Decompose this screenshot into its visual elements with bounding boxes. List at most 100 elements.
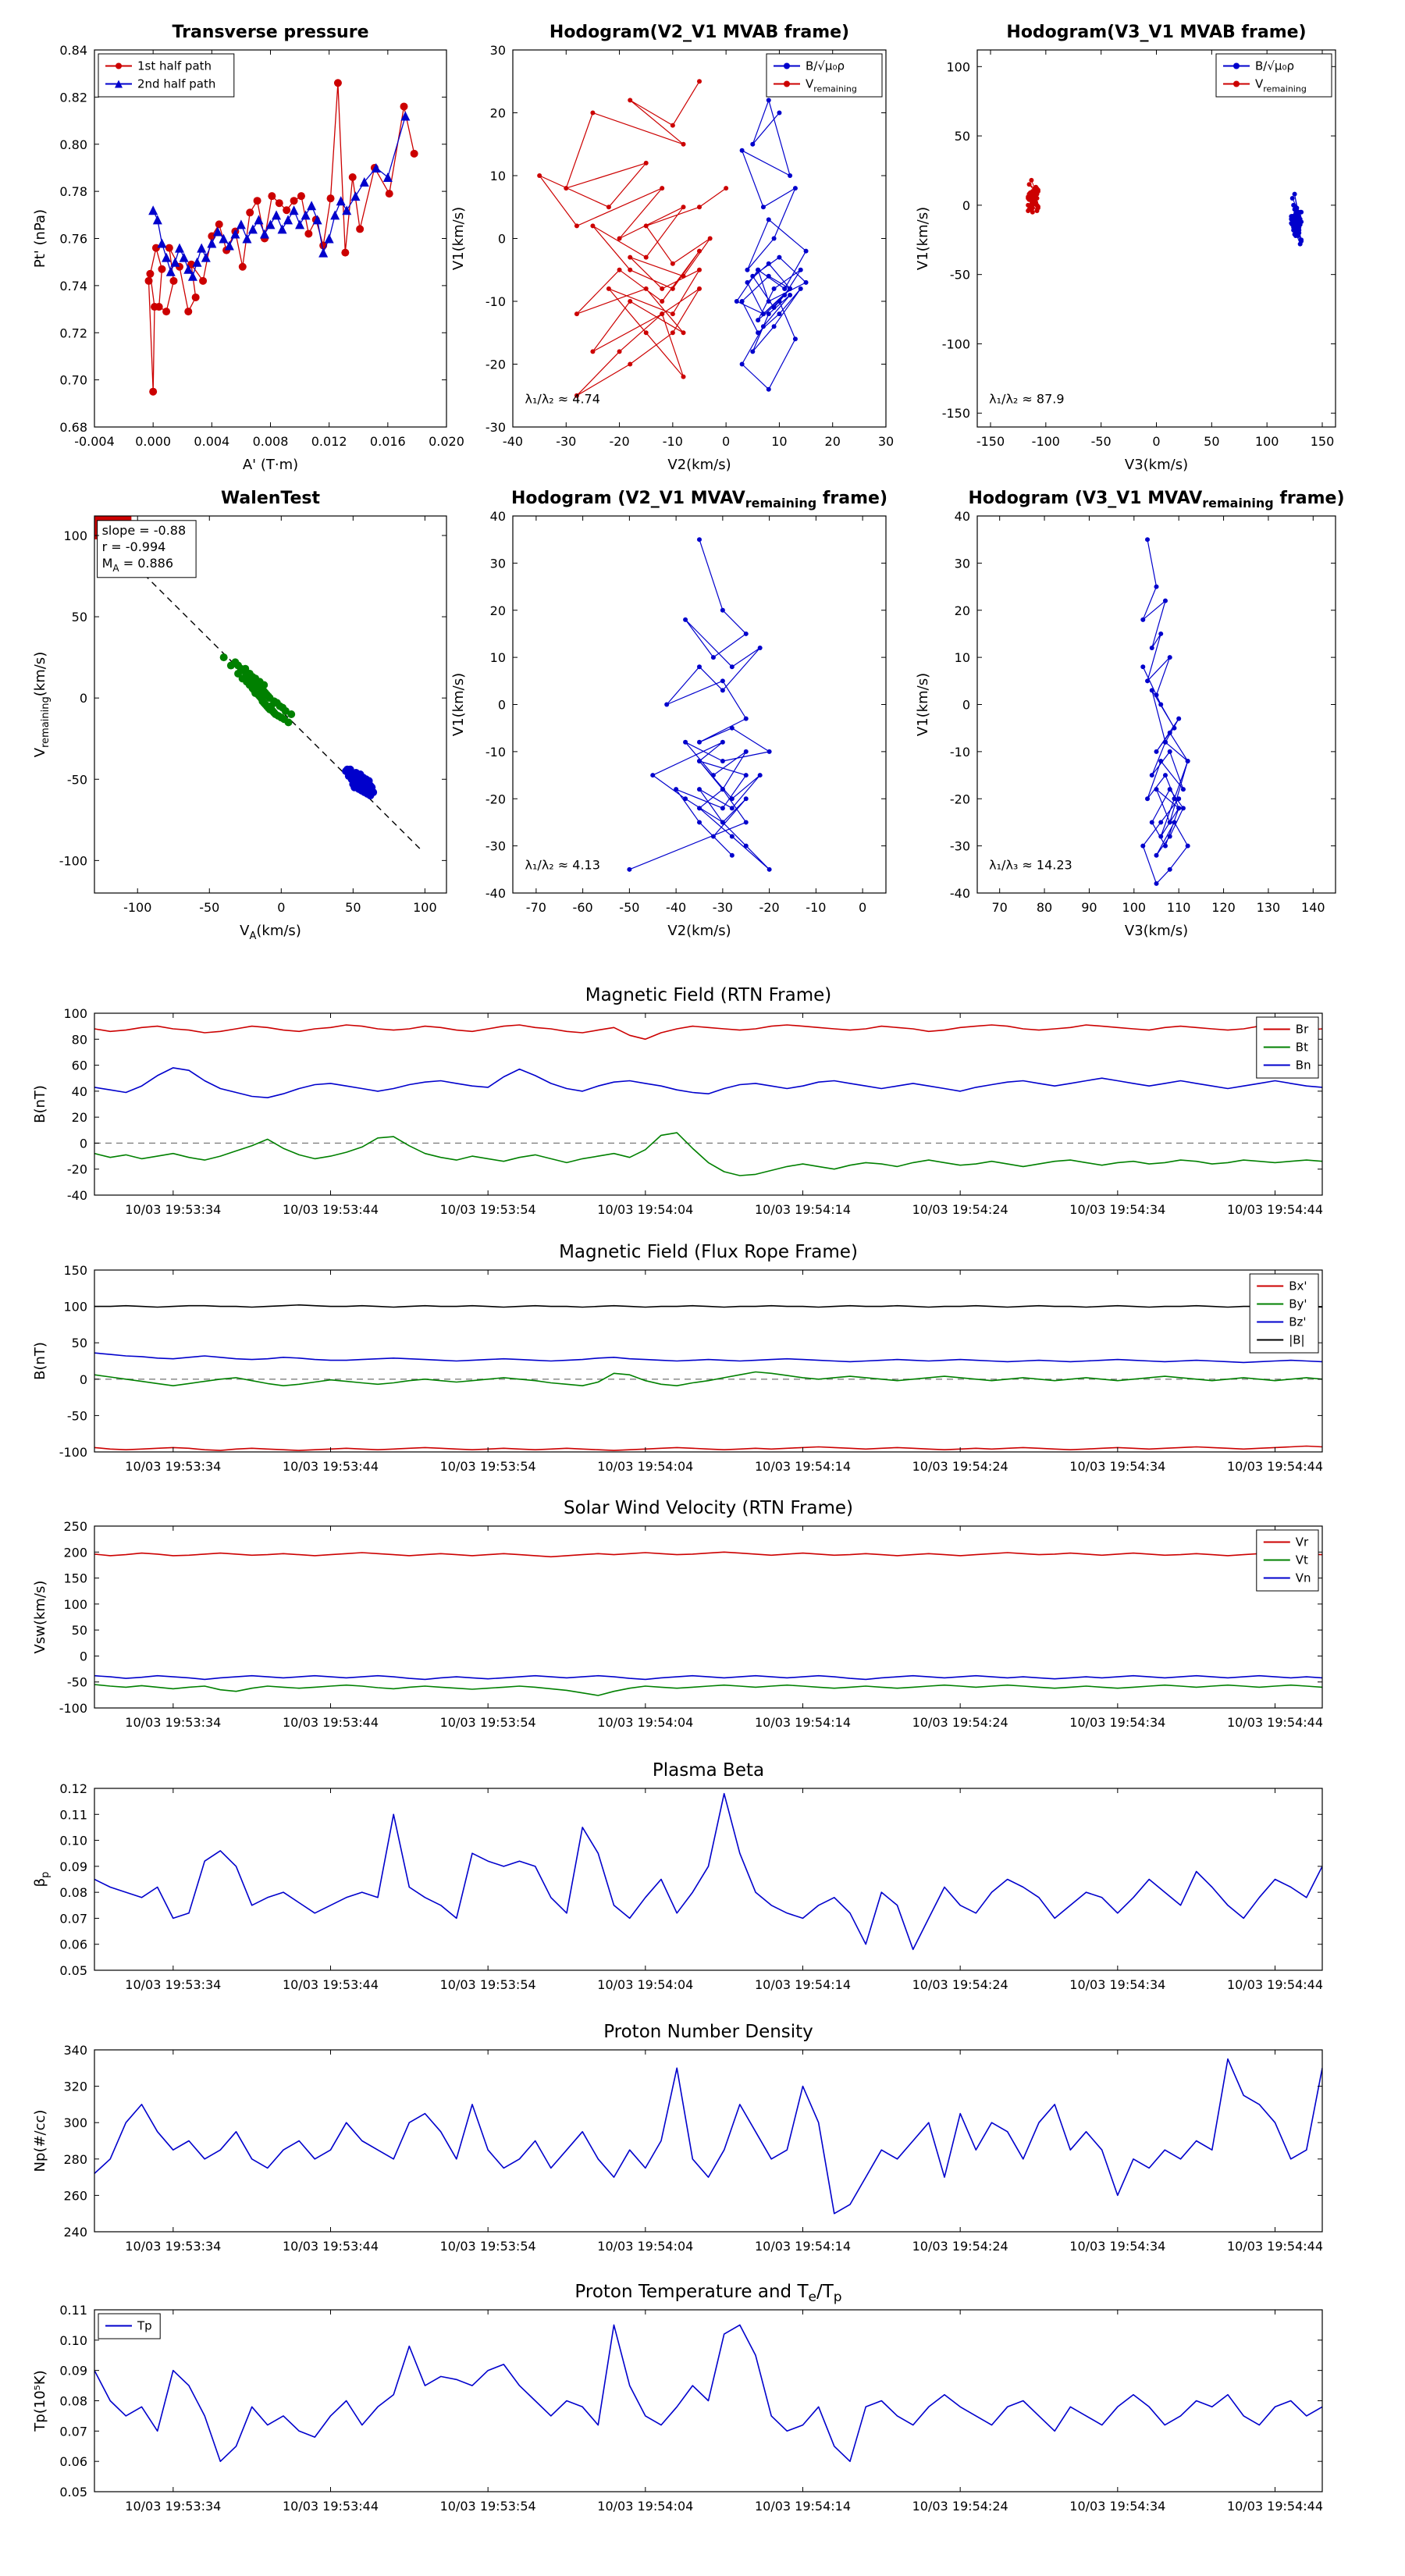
y-tick-label: 50: [72, 1623, 87, 1638]
data-point-marker: [236, 219, 246, 229]
chart-mag_fr: 10/03 19:53:34 10/03 19:53:44 10/03 19:53:…: [32, 1242, 1323, 1474]
series--b-: [94, 1304, 1322, 1308]
x-tick-label: 10/03 19:53:54: [440, 2499, 536, 2514]
y-tick-label: -150: [942, 406, 970, 421]
data-point-marker: [777, 110, 782, 116]
data-point-marker: [757, 773, 763, 778]
data-point-marker: [707, 236, 713, 241]
legend-label: Vremaining: [806, 77, 857, 94]
x-tick-label: 110: [1167, 900, 1191, 915]
data-point-marker: [165, 266, 176, 276]
y-tick-label: 0: [80, 1136, 87, 1151]
data-point-marker: [720, 607, 725, 613]
data-point-marker: [1158, 702, 1164, 707]
y-axis-label: Vsw(km/s): [32, 1581, 48, 1654]
x-tick-label: 10/03 19:54:04: [597, 1977, 693, 1992]
x-tick-label: 100: [413, 900, 437, 915]
data-point-marker: [664, 702, 670, 707]
data-point-marker: [1233, 80, 1240, 87]
y-tick-label: 0: [962, 198, 970, 213]
chart-vsw_rtn: 10/03 19:53:34 10/03 19:53:44 10/03 19:53:…: [32, 1498, 1323, 1730]
chart-title: Transverse pressure: [173, 23, 369, 42]
data-point-marker: [729, 664, 735, 670]
y-tick-label: 100: [946, 59, 970, 74]
data-point-marker: [260, 681, 269, 689]
data-point-marker: [324, 233, 334, 244]
y-tick-label: -10: [486, 294, 506, 309]
data-point-marker: [1149, 773, 1154, 778]
y-tick-label: 0.72: [59, 326, 87, 340]
data-point-marker: [1029, 177, 1034, 183]
series-bt: [94, 1132, 1322, 1176]
y-tick-label: 0.78: [59, 184, 87, 199]
series-vn: [94, 1674, 1322, 1681]
series-beta-p: [94, 1792, 1322, 1951]
data-point-marker: [169, 276, 178, 285]
data-point-marker: [382, 173, 393, 183]
data-point-marker: [290, 197, 298, 205]
y-tick-label: 0.80: [59, 137, 87, 152]
data-point-marker: [342, 205, 352, 215]
x-tick-label: 10/03 19:54:14: [755, 2499, 851, 2514]
legend-box: [766, 53, 883, 98]
data-point-marker: [643, 286, 649, 291]
y-tick-label: 150: [63, 1571, 87, 1586]
data-point-marker: [165, 244, 173, 252]
data-point-marker: [1293, 212, 1298, 218]
legend-label: 2nd half path: [137, 77, 215, 91]
series-2nd-half-path: [148, 111, 411, 281]
data-point-marker: [1176, 796, 1182, 802]
data-point-marker: [350, 191, 361, 201]
data-point-marker: [660, 186, 665, 191]
data-point-marker: [272, 210, 282, 220]
x-axis-label: V2(km/s): [667, 457, 731, 473]
data-point-marker: [782, 286, 788, 291]
x-tick-label: 0: [1152, 434, 1160, 449]
chart-walen_test: slope = -0.88r = -0.994 MA = 0.886 -100 -50…: [32, 489, 447, 942]
y-tick-label: 30: [490, 43, 506, 58]
data-point-marker: [788, 286, 793, 291]
data-point-marker: [697, 739, 702, 745]
legend-label: Bn: [1296, 1059, 1311, 1073]
data-point-marker: [287, 710, 296, 718]
data-point-marker: [1167, 655, 1172, 660]
data-point-marker: [777, 299, 782, 304]
series-line: [94, 1024, 1322, 1041]
data-point-marker: [283, 206, 291, 215]
x-tick-label: 30: [878, 434, 894, 449]
legend: Bx' By' Bz' |B|: [1249, 1273, 1319, 1354]
data-point-marker: [628, 267, 633, 272]
x-tick-label: 10/03 19:53:44: [283, 2499, 379, 2514]
y-tick-label: 0: [962, 698, 970, 713]
data-point-marker: [697, 537, 702, 543]
x-axis-label: V3(km/s): [1125, 923, 1188, 939]
data-point-marker: [238, 262, 247, 271]
y-tick-label: 10: [490, 650, 506, 665]
data-point-marker: [275, 199, 283, 208]
y-tick-label: -50: [67, 1675, 87, 1690]
data-point-marker: [767, 866, 772, 872]
series-line: [94, 1674, 1322, 1681]
x-tick-label: 10/03 19:53:44: [283, 1202, 379, 1217]
y-tick-label: 0.07: [59, 2424, 87, 2439]
y-tick-label: -10: [486, 745, 506, 760]
chart-title: WalenTest: [221, 489, 321, 508]
chart-title: Proton Number Density: [603, 2022, 813, 2042]
data-point-marker: [564, 186, 569, 191]
x-tick-label: 10/03 19:53:34: [125, 2239, 221, 2254]
series-line: [94, 1371, 1322, 1386]
y-tick-label: 0.74: [59, 279, 87, 294]
data-point-marker: [326, 194, 335, 203]
x-tick-label: 10/03 19:54:04: [597, 2499, 693, 2514]
data-point-marker: [1172, 796, 1177, 802]
x-tick-label: 10/03 19:53:34: [125, 1202, 221, 1217]
x-tick-label: 0: [277, 900, 285, 915]
data-point-marker: [617, 349, 622, 354]
data-point-marker: [697, 205, 702, 210]
data-point-marker: [155, 303, 163, 311]
data-point-marker: [1034, 208, 1040, 213]
data-point-marker: [750, 349, 756, 354]
data-point-marker: [697, 286, 702, 291]
data-point-marker: [1158, 820, 1164, 825]
data-point-marker: [766, 217, 771, 222]
